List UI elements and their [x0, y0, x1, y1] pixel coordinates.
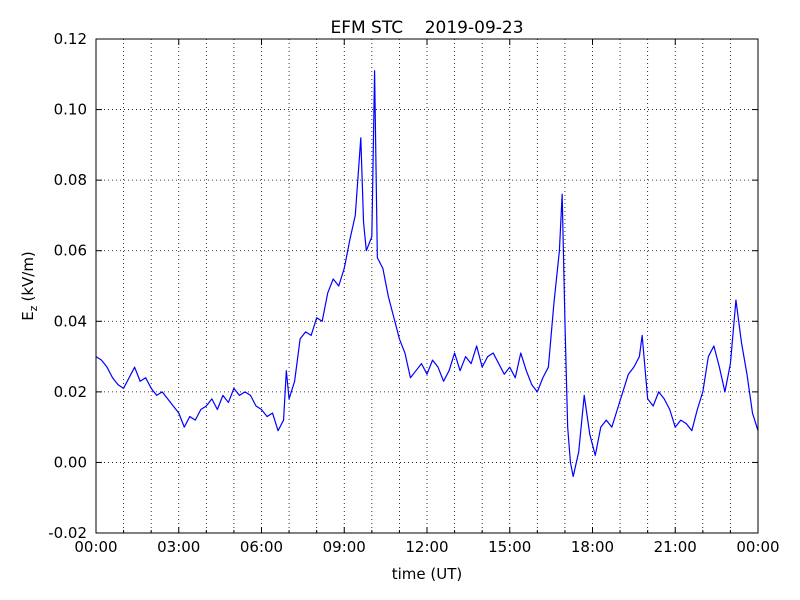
y-label-main: E — [19, 311, 37, 320]
x-tick-label: 12:00 — [405, 538, 448, 556]
x-tick-label: 18:00 — [571, 538, 614, 556]
x-tick-label: 21:00 — [654, 538, 697, 556]
y-tick-label: 0.06 — [54, 242, 87, 260]
plot-frame — [95, 38, 759, 534]
x-axis-label: time (UT) — [392, 565, 463, 583]
y-tick-label: 0.08 — [54, 171, 87, 189]
y-tick-label: 0.12 — [54, 30, 87, 48]
y-tick-label: 0.00 — [54, 453, 87, 471]
y-axis-label: Ez (kV/m) — [19, 251, 40, 321]
y-label-sub: z — [27, 305, 40, 311]
x-tick-label: 00:00 — [74, 538, 117, 556]
x-tick-label: 00:00 — [736, 538, 779, 556]
x-tick-label: 06:00 — [240, 538, 283, 556]
y-tick-label: 0.04 — [54, 312, 87, 330]
chart-title: EFM STC 2019-09-23 — [330, 18, 523, 38]
y-tick-label: 0.02 — [54, 383, 87, 401]
x-tick-label: 15:00 — [488, 538, 531, 556]
data-line — [95, 70, 759, 478]
x-tick-label: 09:00 — [323, 538, 366, 556]
y-label-unit: (kV/m) — [19, 251, 37, 301]
y-tick-label: 0.10 — [54, 101, 87, 119]
y-tick-label: -0.02 — [48, 524, 87, 542]
x-tick-label: 03:00 — [157, 538, 200, 556]
